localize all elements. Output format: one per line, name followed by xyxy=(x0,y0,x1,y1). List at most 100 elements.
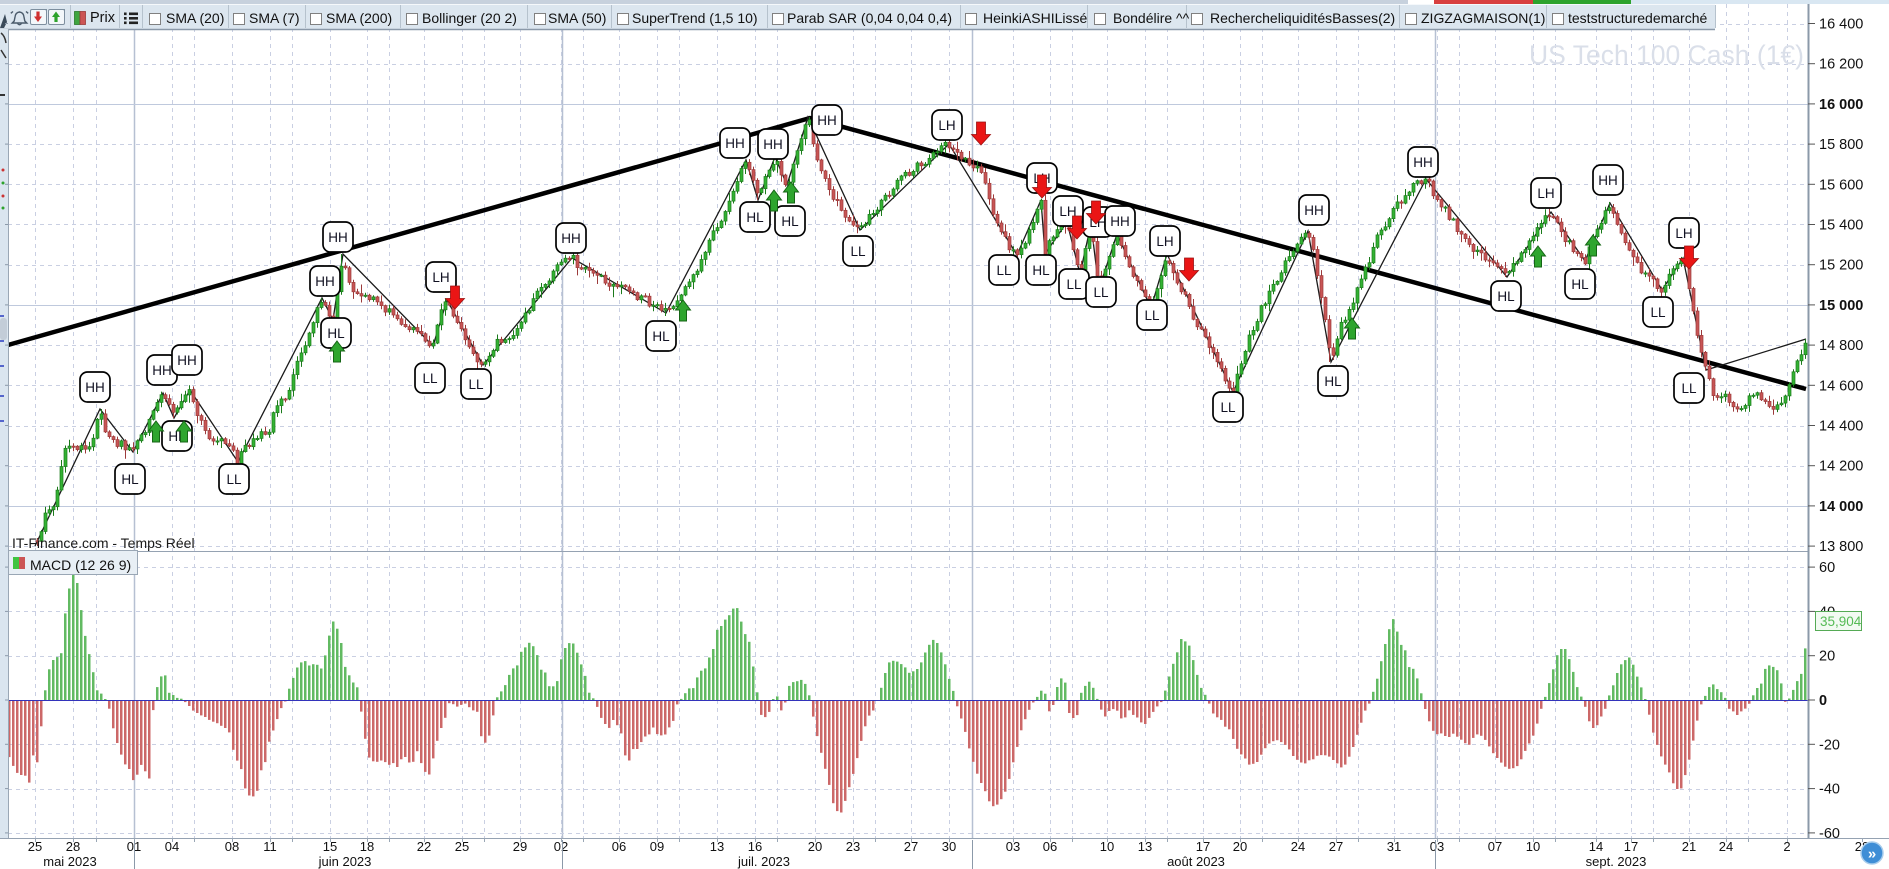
svg-text:0: 0 xyxy=(1819,693,1827,709)
svg-text:HL: HL xyxy=(327,326,345,341)
svg-text:LL: LL xyxy=(468,377,484,392)
svg-text:LH: LH xyxy=(1675,226,1692,241)
svg-text:25: 25 xyxy=(28,839,42,854)
svg-text:13: 13 xyxy=(710,839,724,854)
svg-text:US Tech 100 Cash (1€): US Tech 100 Cash (1€) xyxy=(1529,40,1804,70)
svg-text:16 400: 16 400 xyxy=(1819,17,1863,33)
svg-text:13 800: 13 800 xyxy=(1819,539,1863,555)
svg-text:LL: LL xyxy=(1093,285,1109,300)
svg-text:HH: HH xyxy=(85,380,105,395)
svg-text:HL: HL xyxy=(1571,277,1589,292)
svg-text:23: 23 xyxy=(846,839,860,854)
svg-text:2: 2 xyxy=(1783,839,1790,854)
svg-text:25: 25 xyxy=(455,839,469,854)
svg-text:LH: LH xyxy=(1537,186,1554,201)
svg-text:SMA (50): SMA (50) xyxy=(548,10,606,26)
svg-text:35,904: 35,904 xyxy=(1820,614,1862,629)
svg-text:21: 21 xyxy=(1682,839,1696,854)
svg-text:SuperTrend (1,5 10): SuperTrend (1,5 10) xyxy=(632,10,758,26)
svg-text:SMA (7): SMA (7) xyxy=(249,10,300,26)
svg-text:teststructuredemarché: teststructuredemarché xyxy=(1568,10,1707,26)
svg-text:06: 06 xyxy=(1043,839,1057,854)
svg-text:04: 04 xyxy=(165,839,179,854)
svg-text:14 200: 14 200 xyxy=(1819,459,1863,475)
svg-text:LH: LH xyxy=(432,270,449,285)
svg-text:02: 02 xyxy=(554,839,568,854)
svg-text:SMA (200): SMA (200) xyxy=(326,10,392,26)
svg-text:mai 2023: mai 2023 xyxy=(43,854,96,869)
svg-text:HL: HL xyxy=(1497,289,1515,304)
svg-text:juil. 2023: juil. 2023 xyxy=(737,854,790,869)
svg-text:HH: HH xyxy=(328,230,348,245)
svg-text:15 600: 15 600 xyxy=(1819,177,1863,193)
svg-text:Bollinger (20 2): Bollinger (20 2) xyxy=(422,10,517,26)
svg-text:HL: HL xyxy=(121,472,139,487)
svg-text:LL: LL xyxy=(996,263,1012,278)
svg-text:14 600: 14 600 xyxy=(1819,378,1863,394)
svg-text:13: 13 xyxy=(1138,839,1152,854)
svg-text:LL: LL xyxy=(1220,400,1236,415)
svg-text:»: » xyxy=(1868,846,1876,863)
svg-text:14 400: 14 400 xyxy=(1819,419,1863,435)
svg-text:22: 22 xyxy=(417,839,431,854)
svg-text:-20: -20 xyxy=(1819,737,1840,753)
svg-text:03: 03 xyxy=(1430,839,1444,854)
svg-text:03: 03 xyxy=(1006,839,1020,854)
svg-text:30: 30 xyxy=(942,839,956,854)
svg-text:LH: LH xyxy=(938,118,955,133)
svg-text:HH: HH xyxy=(1413,155,1433,170)
svg-text:HH: HH xyxy=(1304,203,1324,218)
svg-text:27: 27 xyxy=(1329,839,1343,854)
svg-text:LL: LL xyxy=(1650,305,1666,320)
svg-text:HL: HL xyxy=(781,214,799,229)
svg-text:HeinkiASHILissé: HeinkiASHILissé xyxy=(983,10,1087,26)
svg-text:18: 18 xyxy=(360,839,374,854)
svg-text:27: 27 xyxy=(904,839,918,854)
svg-text:16 200: 16 200 xyxy=(1819,57,1863,73)
svg-text:LL: LL xyxy=(850,244,866,259)
svg-text:HL: HL xyxy=(652,329,670,344)
svg-text:LL: LL xyxy=(1681,381,1697,396)
svg-text:HH: HH xyxy=(152,363,172,378)
svg-text:HL: HL xyxy=(1324,374,1342,389)
svg-text:juin 2023: juin 2023 xyxy=(318,854,372,869)
svg-text:HH: HH xyxy=(817,113,837,128)
svg-text:16 000: 16 000 xyxy=(1819,97,1863,113)
svg-text:09: 09 xyxy=(650,839,664,854)
svg-text:14 000: 14 000 xyxy=(1819,499,1863,515)
svg-text:HL: HL xyxy=(1032,263,1050,278)
svg-text:15: 15 xyxy=(323,839,337,854)
svg-text:HH: HH xyxy=(561,231,581,246)
svg-text:-60: -60 xyxy=(1819,826,1840,842)
svg-text:60: 60 xyxy=(1819,560,1835,576)
svg-text:29: 29 xyxy=(513,839,527,854)
svg-text:15 000: 15 000 xyxy=(1819,298,1863,314)
svg-text:08: 08 xyxy=(225,839,239,854)
svg-text:HH: HH xyxy=(763,137,783,152)
svg-text:10: 10 xyxy=(1526,839,1540,854)
svg-text:24: 24 xyxy=(1719,839,1733,854)
svg-text:HH: HH xyxy=(315,274,335,289)
svg-text:28: 28 xyxy=(66,839,80,854)
svg-text:IT-Finance.com - Temps Réel: IT-Finance.com - Temps Réel xyxy=(12,535,195,551)
svg-text:10: 10 xyxy=(1100,839,1114,854)
svg-text:20: 20 xyxy=(1819,649,1835,665)
svg-text:15 800: 15 800 xyxy=(1819,137,1863,153)
svg-text:15 400: 15 400 xyxy=(1819,218,1863,234)
svg-text:LH: LH xyxy=(1156,234,1173,249)
svg-text:LL: LL xyxy=(422,371,438,386)
svg-text:17: 17 xyxy=(1624,839,1638,854)
svg-text:14: 14 xyxy=(1589,839,1603,854)
svg-text:31: 31 xyxy=(1387,839,1401,854)
svg-text:14 800: 14 800 xyxy=(1819,338,1863,354)
svg-text:HL: HL xyxy=(746,210,764,225)
svg-text:LL: LL xyxy=(1144,308,1160,323)
svg-text:RechercheliquiditésBasses(2): RechercheliquiditésBasses(2) xyxy=(1210,10,1395,26)
svg-text:Prix: Prix xyxy=(90,10,116,26)
svg-text:-40: -40 xyxy=(1819,782,1840,798)
svg-text:MACD (12 26 9): MACD (12 26 9) xyxy=(30,557,131,573)
svg-text:SMA (20): SMA (20) xyxy=(166,10,224,26)
svg-text:LL: LL xyxy=(1066,277,1082,292)
svg-text:ZIGZAGMAISON(1): ZIGZAGMAISON(1) xyxy=(1421,10,1545,26)
svg-text:HH: HH xyxy=(725,136,745,151)
